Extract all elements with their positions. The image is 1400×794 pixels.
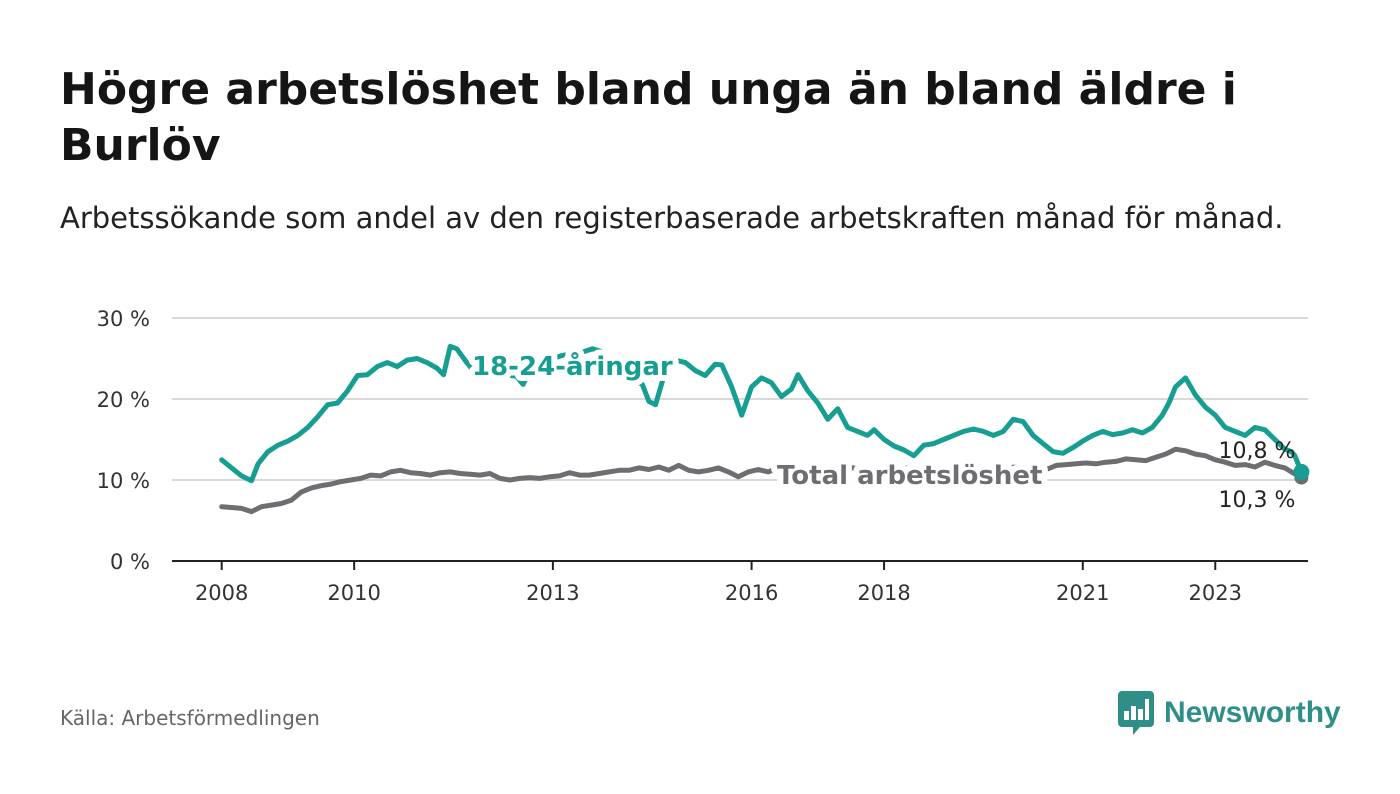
y-tick-label: 0 % [110, 550, 150, 574]
y-axis-labels: 0 % 10 % 20 % 30 % [97, 307, 150, 574]
series-line-total [219, 446, 1304, 515]
series-line-youth [219, 343, 1304, 484]
x-tick-label: 2021 [1056, 581, 1109, 605]
total-series-label: Total arbetslöshet [777, 461, 1042, 491]
youth-series-label-halo: 18-24-åringar [472, 350, 673, 382]
x-tick-label: 2013 [526, 581, 579, 605]
youth-end-value: 10,8 % [1219, 439, 1296, 464]
newsworthy-chart-icon [1118, 691, 1154, 735]
y-tick-label: 20 % [97, 388, 150, 412]
x-tick-label: 2023 [1189, 581, 1242, 605]
x-tick-label: 2018 [857, 581, 910, 605]
x-axis: 2008 2010 2013 2016 2018 2021 2023 [172, 560, 1308, 605]
chart-subtitle: Arbetssökande som andel av den registerb… [60, 201, 1284, 235]
y-tick-label: 10 % [97, 469, 150, 493]
brand-logo: Newsworthy [1118, 690, 1341, 736]
series-lines [219, 343, 1310, 515]
total-series-label-halo: Total arbetslöshet [777, 461, 1042, 491]
total-end-value: 10,3 % [1219, 488, 1296, 513]
youth-series-label: 18-24-åringar [472, 350, 673, 382]
source-note: Källa: Arbetsförmedlingen [60, 706, 320, 730]
youth-end-marker [1293, 463, 1310, 480]
x-tick-label: 2016 [725, 581, 778, 605]
brand-name: Newsworthy [1164, 696, 1341, 729]
x-tick-label: 2010 [327, 581, 380, 605]
chart-title: Högre arbetslöshet bland unga än bland ä… [60, 64, 1237, 171]
y-tick-label: 30 % [97, 307, 150, 331]
x-tick-label: 2008 [195, 581, 248, 605]
